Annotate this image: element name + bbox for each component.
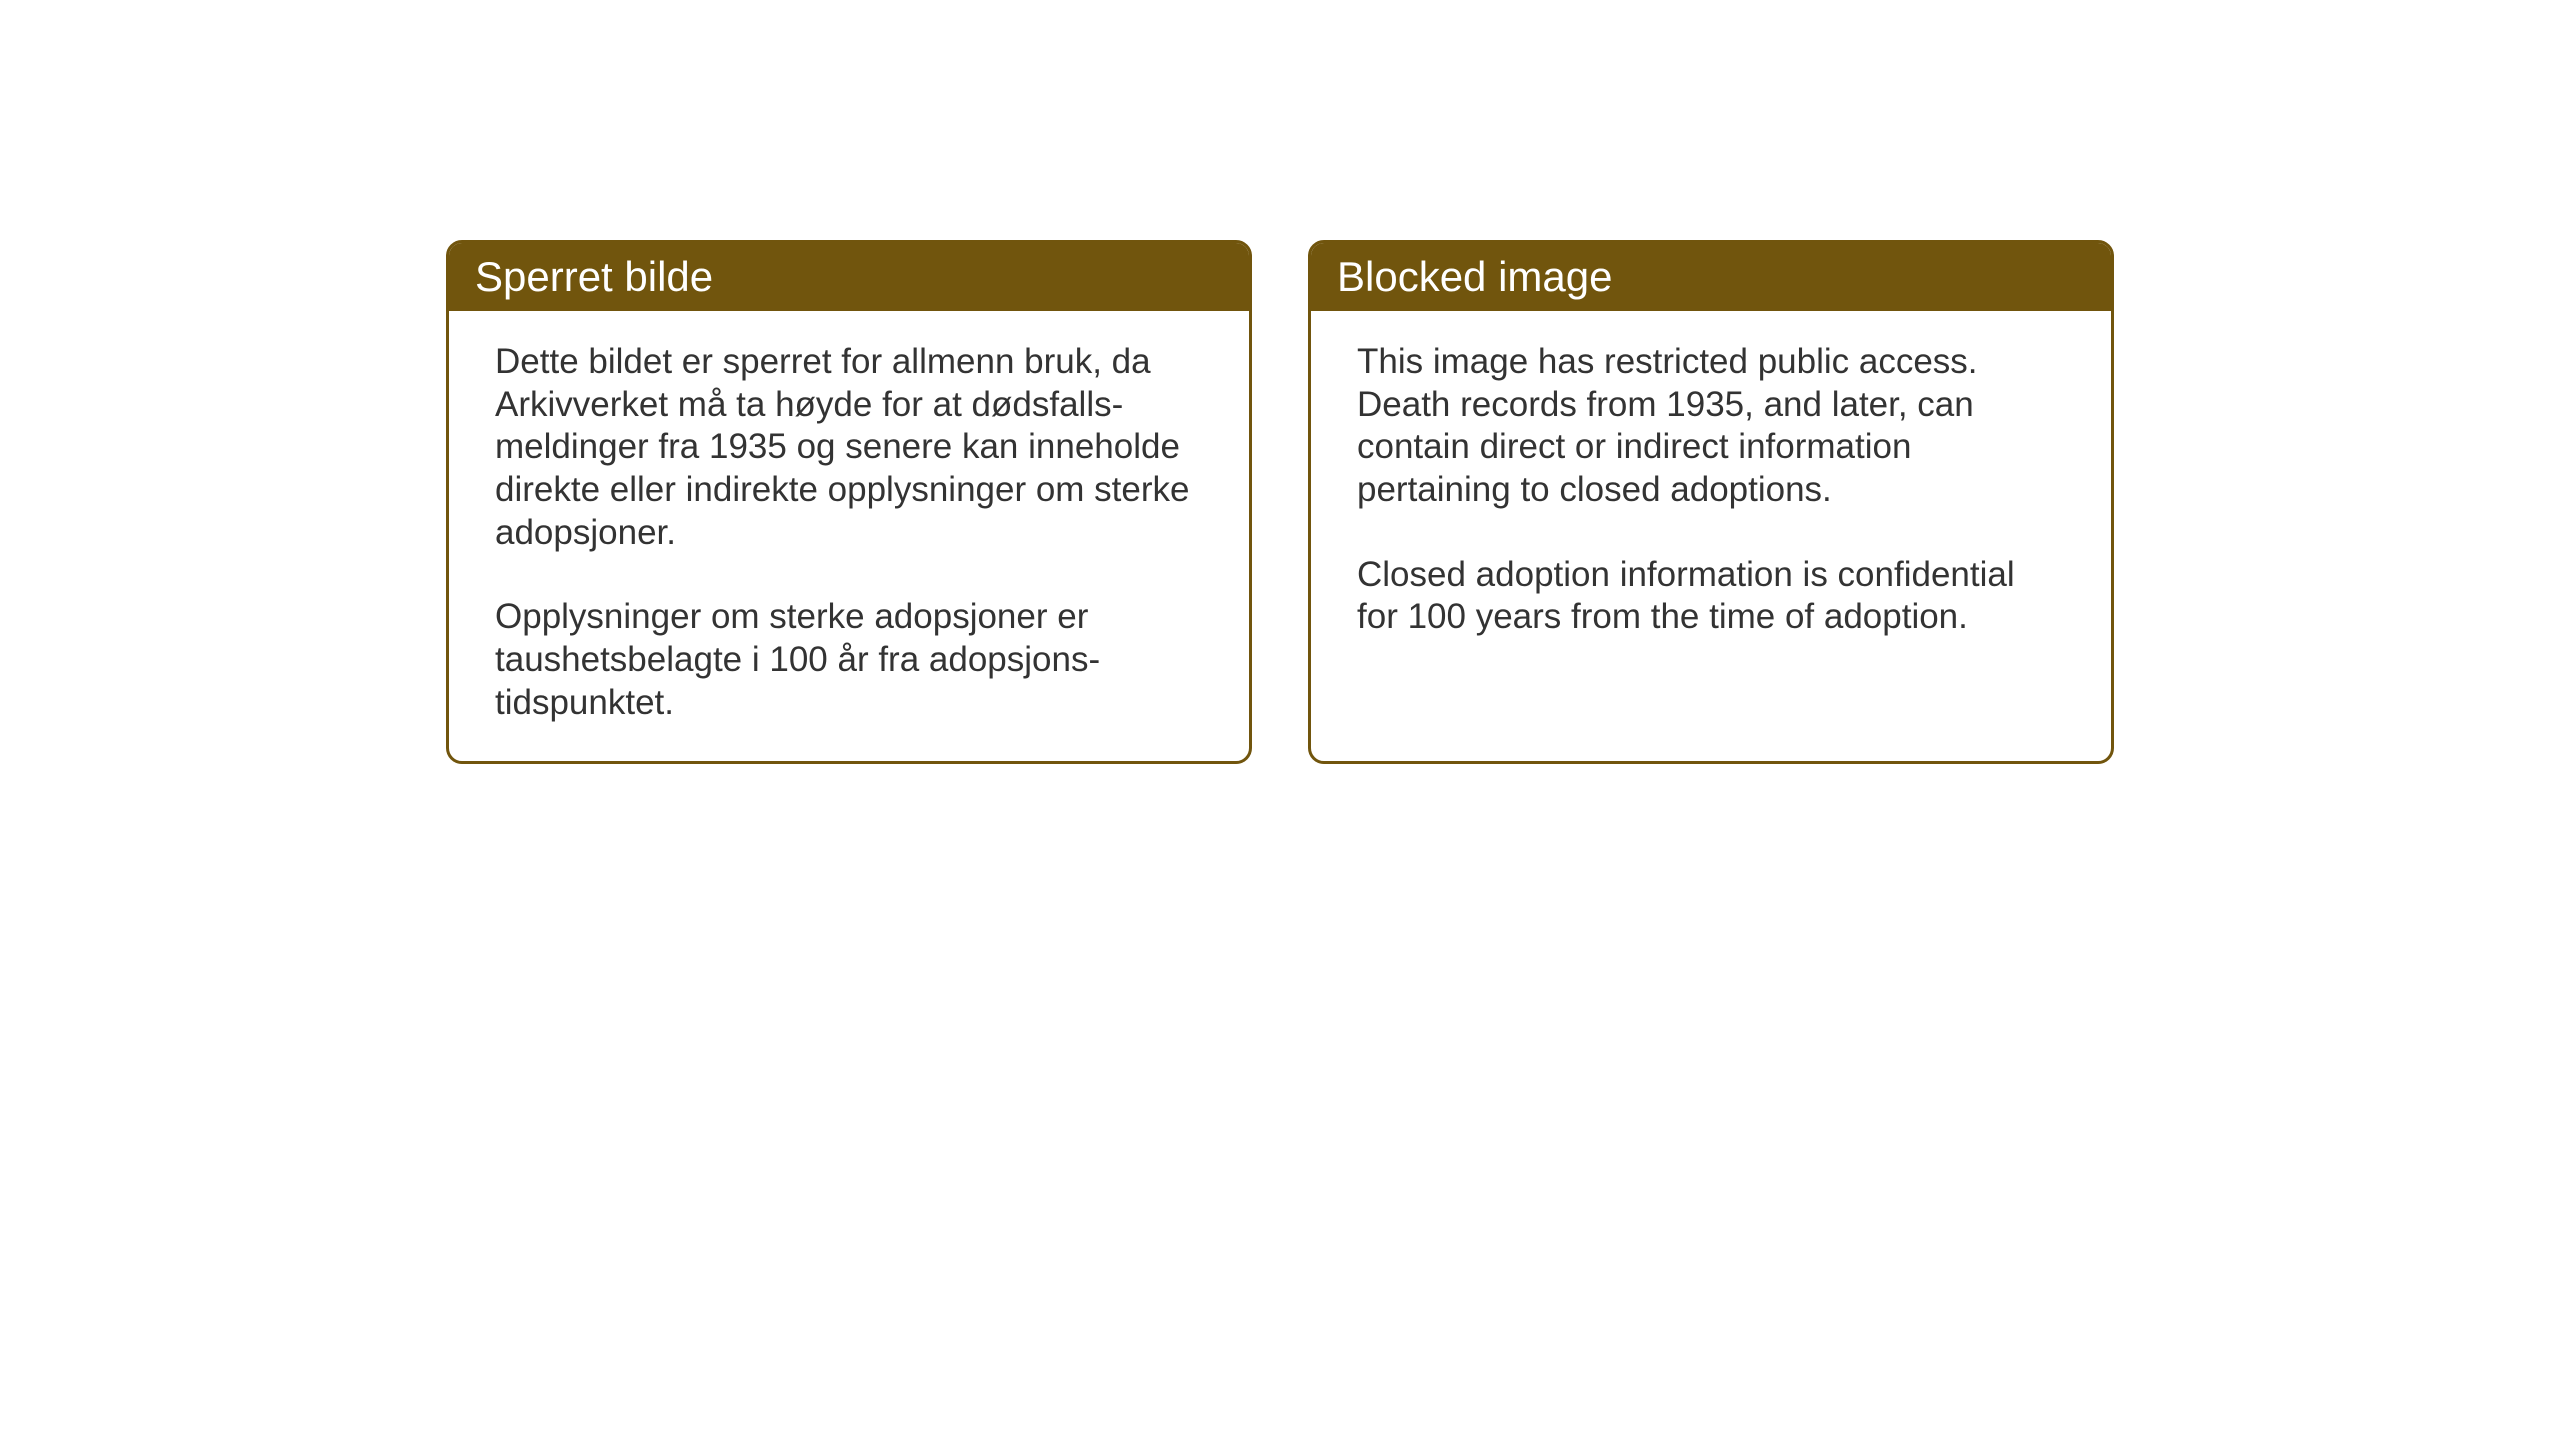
- card-header-norwegian: Sperret bilde: [449, 243, 1249, 311]
- card-paragraph-norwegian-2: Opplysninger om sterke adopsjoner er tau…: [495, 596, 1203, 724]
- card-title-english: Blocked image: [1337, 253, 1612, 300]
- notice-container: Sperret bilde Dette bildet er sperret fo…: [446, 240, 2114, 764]
- card-paragraph-norwegian-1: Dette bildet er sperret for allmenn bruk…: [495, 341, 1203, 554]
- card-body-english: This image has restricted public access.…: [1311, 311, 2111, 675]
- card-header-english: Blocked image: [1311, 243, 2111, 311]
- notice-card-english: Blocked image This image has restricted …: [1308, 240, 2114, 764]
- card-body-norwegian: Dette bildet er sperret for allmenn bruk…: [449, 311, 1249, 761]
- card-paragraph-english-2: Closed adoption information is confident…: [1357, 554, 2065, 639]
- notice-card-norwegian: Sperret bilde Dette bildet er sperret fo…: [446, 240, 1252, 764]
- card-title-norwegian: Sperret bilde: [475, 253, 713, 300]
- card-paragraph-english-1: This image has restricted public access.…: [1357, 341, 2065, 512]
